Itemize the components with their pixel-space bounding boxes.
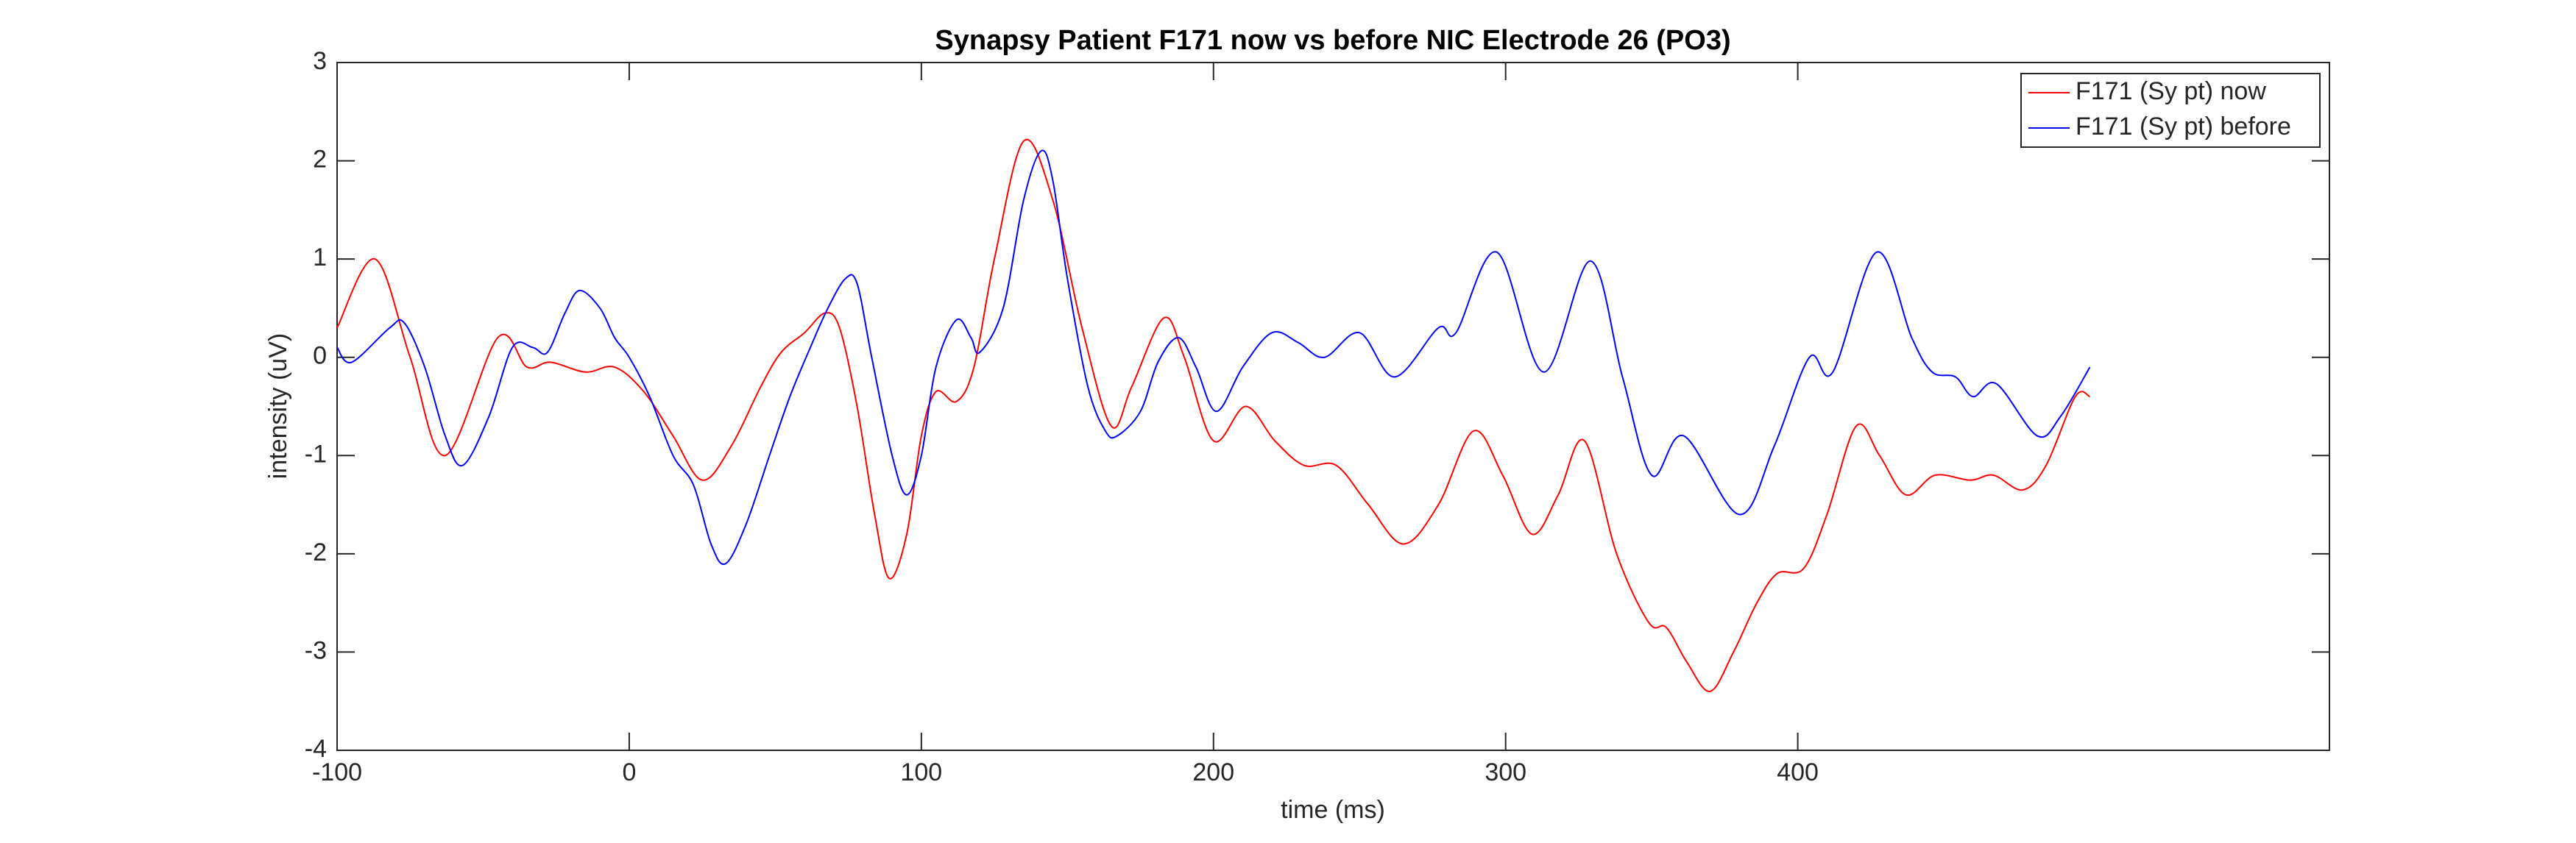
y-tick-label: 3: [313, 47, 327, 75]
x-tick-label: -100: [312, 758, 362, 786]
y-axis-label: intensity (uV): [264, 333, 292, 479]
y-tick-label: -3: [305, 636, 327, 664]
x-tick-label: 400: [1777, 758, 1819, 786]
y-tick-label: 2: [313, 146, 327, 174]
x-tick-label: 200: [1192, 758, 1234, 786]
legend-label: F171 (Sy pt) before: [2076, 113, 2291, 140]
x-tick-label: 100: [900, 758, 942, 786]
line-series: [336, 149, 2091, 566]
y-tick-label: -2: [305, 538, 327, 566]
line-series: [336, 138, 2090, 692]
y-tick-label: -4: [305, 735, 327, 763]
y-tick-label: 0: [313, 342, 327, 370]
legend-box: [2020, 73, 2321, 148]
chart-title: Synapsy Patient F171 now vs before NIC E…: [935, 25, 1730, 56]
x-axis-label: time (ms): [1281, 796, 1385, 824]
y-tick-label: -1: [305, 440, 327, 468]
x-tick-label: 300: [1485, 758, 1526, 786]
y-tick-label: 1: [313, 243, 327, 271]
x-tick-label: 0: [622, 758, 636, 786]
plot-area: [336, 62, 2330, 751]
legend-label: F171 (Sy pt) now: [2076, 77, 2266, 105]
